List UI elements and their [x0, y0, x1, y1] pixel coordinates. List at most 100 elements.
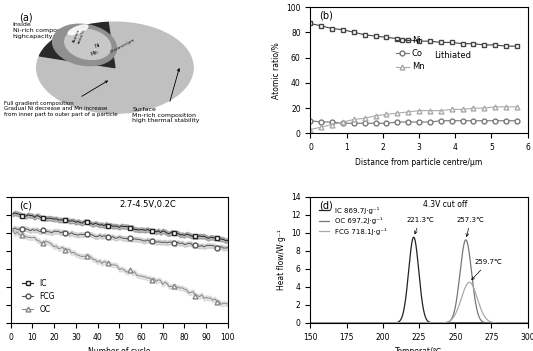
OC 697.2J·g⁻¹: [518, 321, 524, 325]
Ni: [459, 41, 466, 46]
Ellipse shape: [68, 25, 88, 35]
Ni: [470, 41, 477, 46]
Mn: [448, 107, 455, 112]
Text: Inside
Ni-rich composition
highcapacity: Inside Ni-rich composition highcapacity: [13, 22, 85, 41]
Mn: [427, 108, 433, 113]
Co: [307, 119, 313, 123]
OC 697.2J·g⁻¹: [407, 321, 414, 325]
Ni: [416, 39, 422, 43]
Mn: [318, 125, 325, 129]
Co: [448, 119, 455, 123]
Co: [318, 120, 325, 124]
FCG 718.1J·g⁻¹: [524, 321, 531, 325]
Mn: [481, 106, 487, 110]
Co: [481, 119, 487, 123]
FCG 718.1J·g⁻¹: [479, 309, 485, 313]
Y-axis label: Atomic ratio/%: Atomic ratio/%: [272, 42, 281, 99]
IC 869.7J·g⁻¹: [518, 321, 524, 325]
Co: [438, 119, 444, 123]
Ni: [427, 39, 433, 43]
Text: Full gradient composition
Gradual Ni decrease and Mn increase
from inner part to: Full gradient composition Gradual Ni dec…: [4, 81, 118, 117]
Co: [405, 120, 411, 124]
Circle shape: [37, 22, 193, 113]
Text: 2.7-4.5V,0.2C: 2.7-4.5V,0.2C: [119, 200, 176, 209]
Mn: [405, 110, 411, 114]
Line: FCG 718.1J·g⁻¹: FCG 718.1J·g⁻¹: [310, 282, 528, 323]
Text: Mn: Mn: [90, 50, 99, 57]
Mn: [373, 114, 379, 118]
OC 697.2J·g⁻¹: [318, 321, 325, 325]
Co: [373, 121, 379, 125]
Mn: [514, 105, 520, 109]
Co: [383, 121, 390, 125]
Ni: [514, 44, 520, 48]
Ni: [351, 30, 357, 34]
IC 869.7J·g⁻¹: [407, 252, 414, 257]
Ni: [340, 28, 346, 32]
Co: [351, 121, 357, 125]
Ni: [318, 24, 325, 28]
OC 697.2J·g⁻¹: [413, 321, 419, 325]
Text: (c): (c): [19, 200, 33, 210]
Text: Atomic
ratio/%: Atomic ratio/%: [72, 27, 86, 45]
Text: (d): (d): [319, 200, 333, 210]
FCG 718.1J·g⁻¹: [466, 280, 473, 284]
FCG 718.1J·g⁻¹: [518, 321, 524, 325]
Mn: [503, 105, 509, 109]
Co: [416, 120, 422, 124]
OC 697.2J·g⁻¹: [463, 238, 469, 242]
Mn: [394, 111, 400, 115]
Ni: [503, 44, 509, 48]
FCG 718.1J·g⁻¹: [518, 321, 524, 325]
Ni: [373, 34, 379, 38]
Mn: [459, 107, 466, 112]
Text: Lithiated: Lithiated: [434, 51, 471, 60]
Co: [427, 120, 433, 124]
Text: 221.3℃: 221.3℃: [406, 217, 434, 234]
Line: Co: Co: [308, 118, 519, 126]
Co: [340, 121, 346, 125]
Text: Distance/μm: Distance/μm: [109, 37, 135, 53]
IC 869.7J·g⁻¹: [318, 321, 325, 325]
Ni: [329, 26, 335, 31]
Ellipse shape: [53, 24, 117, 66]
Co: [470, 119, 477, 123]
Co: [492, 119, 498, 123]
Co: [329, 120, 335, 124]
Wedge shape: [39, 22, 115, 68]
Mn: [438, 108, 444, 113]
Text: 257.3℃: 257.3℃: [457, 217, 484, 237]
X-axis label: Temperat/℃: Temperat/℃: [395, 347, 443, 351]
Legend: IC 869.7J·g⁻¹, OC 697.2J·g⁻¹, FCG 718.1J·g⁻¹: IC 869.7J·g⁻¹, OC 697.2J·g⁻¹, FCG 718.1J…: [316, 204, 390, 237]
Ni: [492, 43, 498, 47]
Ni: [394, 37, 400, 41]
Mn: [383, 112, 390, 117]
IC 869.7J·g⁻¹: [524, 321, 531, 325]
Ni: [307, 21, 313, 26]
Mn: [329, 122, 335, 127]
Line: IC 869.7J·g⁻¹: IC 869.7J·g⁻¹: [310, 237, 528, 323]
Ni: [405, 38, 411, 42]
OC 697.2J·g⁻¹: [524, 321, 531, 325]
Line: Ni: Ni: [308, 21, 519, 49]
Mn: [340, 120, 346, 124]
Ellipse shape: [80, 44, 115, 59]
Line: OC 697.2J·g⁻¹: OC 697.2J·g⁻¹: [310, 240, 528, 323]
IC 869.7J·g⁻¹: [518, 321, 524, 325]
Legend: Ni, Co, Mn: Ni, Co, Mn: [393, 33, 428, 75]
Ni: [383, 35, 390, 39]
Mn: [492, 105, 498, 109]
Mn: [470, 106, 477, 110]
FCG 718.1J·g⁻¹: [318, 321, 325, 325]
X-axis label: Distance from particle centre/μm: Distance from particle centre/μm: [356, 158, 483, 167]
OC 697.2J·g⁻¹: [518, 321, 524, 325]
Mn: [361, 116, 368, 120]
Mn: [307, 127, 313, 132]
FCG 718.1J·g⁻¹: [407, 321, 414, 325]
OC 697.2J·g⁻¹: [479, 319, 485, 323]
Legend: IC, FCG, OC: IC, FCG, OC: [19, 276, 58, 317]
Ni: [361, 33, 368, 37]
FCG 718.1J·g⁻¹: [413, 321, 419, 325]
Mn: [416, 108, 422, 113]
IC 869.7J·g⁻¹: [413, 245, 419, 249]
